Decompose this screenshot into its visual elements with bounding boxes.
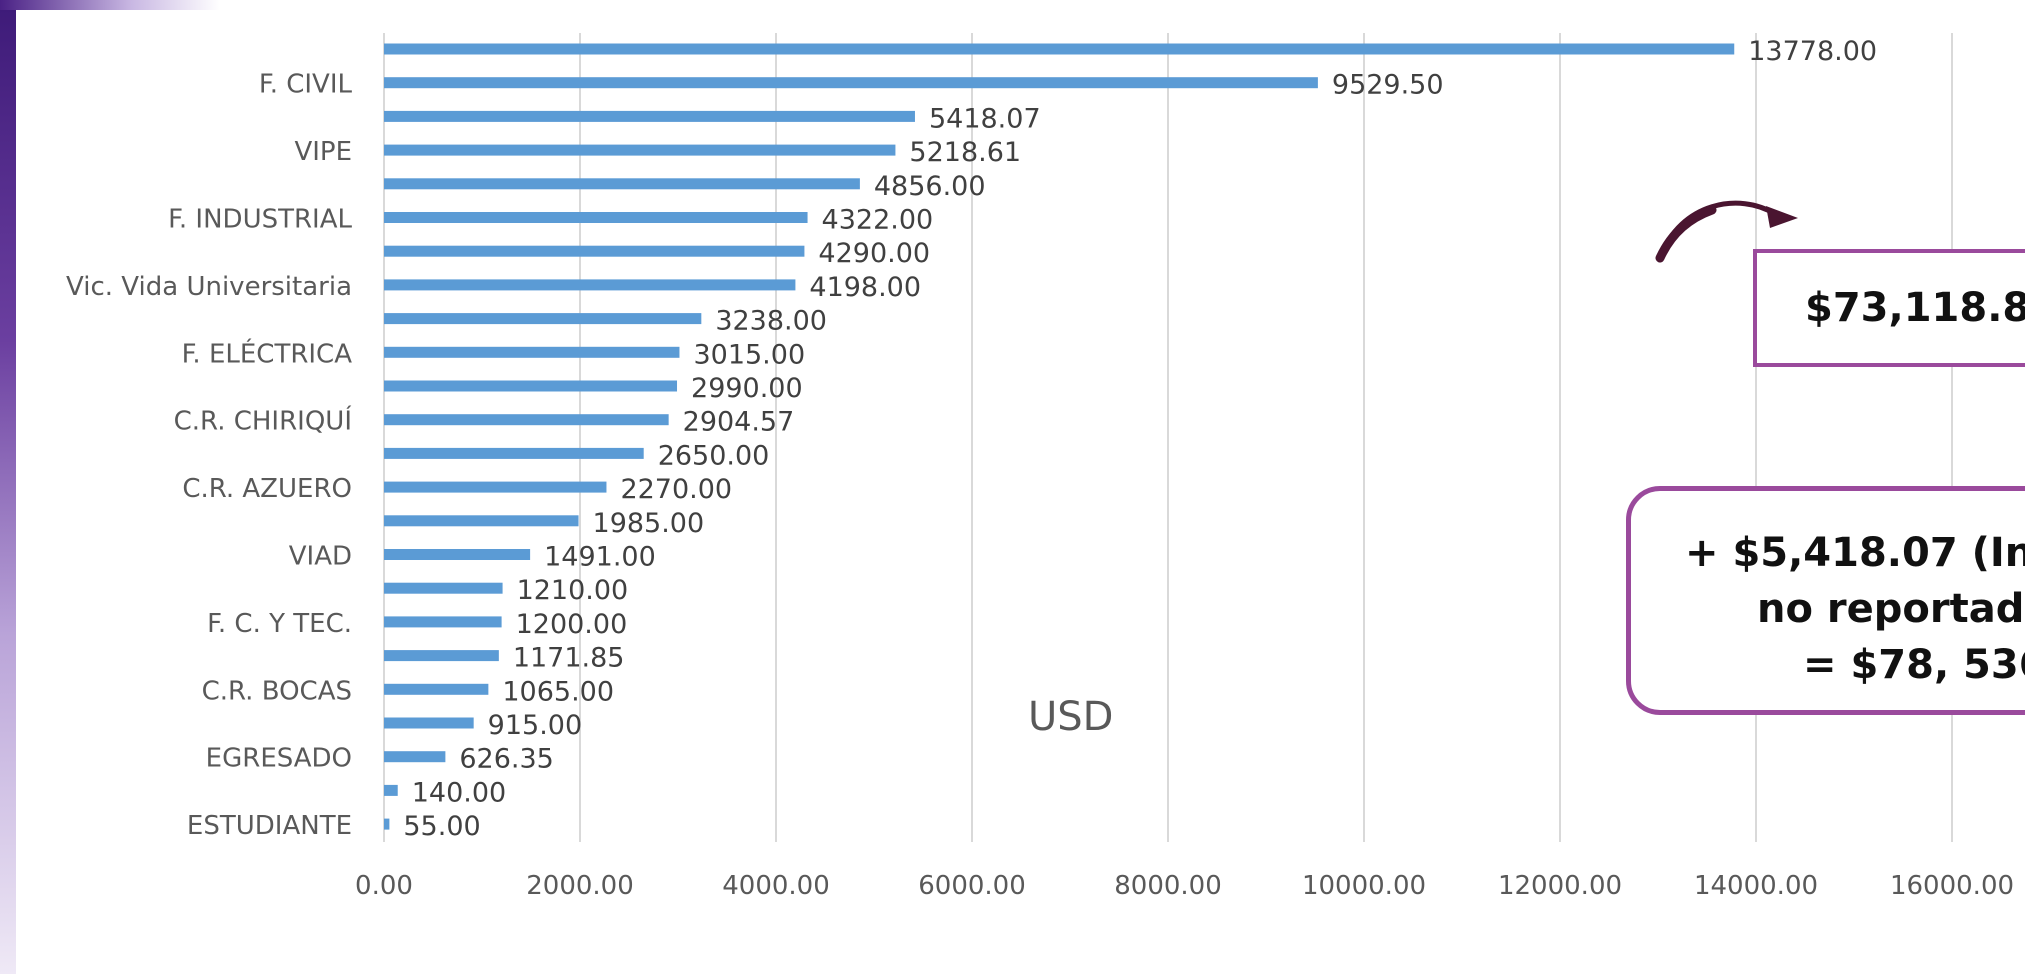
data-label: 1171.85 (513, 643, 625, 674)
extra-line-3: = $78, 536.9 (1803, 642, 2025, 688)
category-labels: F. CIVIL VIPE F. INDUSTRIAL Vic. Vida Unive… (66, 70, 352, 841)
bar (384, 683, 489, 695)
bar (384, 144, 896, 156)
data-label: 3015.00 (693, 339, 805, 370)
extra-income-callout: + $5,418.07 (Ing no reportado = $78, 536… (1626, 486, 2025, 715)
bar (384, 751, 446, 763)
data-label: 5218.61 (909, 137, 1021, 168)
data-label: 140.00 (412, 777, 506, 808)
data-label: 2270.00 (620, 474, 732, 505)
x-tick-label: 16000.00 (1890, 871, 2014, 901)
extra-line-2: no reportado (1757, 586, 2025, 632)
data-label: 1210.00 (517, 575, 629, 606)
data-label: 4290.00 (818, 238, 930, 269)
data-label: 915.00 (488, 710, 582, 741)
category-label: C.R. BOCAS (202, 676, 352, 706)
bar (384, 77, 1318, 89)
data-label: 1985.00 (593, 508, 705, 539)
bar (384, 582, 503, 594)
category-label: VIPE (294, 137, 352, 167)
x-tick-label: 2000.00 (526, 871, 634, 901)
bar (384, 447, 644, 459)
data-label: 5418.07 (929, 103, 1041, 134)
data-label: 9529.50 (1332, 70, 1444, 101)
x-tick-label: 8000.00 (1114, 871, 1222, 901)
x-tick-label: 4000.00 (722, 871, 830, 901)
bar (384, 110, 915, 122)
background-decoration-top (0, 0, 220, 10)
bar (384, 245, 805, 257)
data-label: 1200.00 (516, 609, 628, 640)
data-label: 3238.00 (715, 306, 827, 337)
category-label: F. ELÉCTRICA (182, 337, 353, 369)
category-label: C.R. CHIRIQUÍ (174, 405, 352, 437)
category-label: ESTUDIANTE (187, 811, 352, 841)
x-tick-label: 12000.00 (1498, 871, 1622, 901)
bar (384, 650, 499, 662)
bar (384, 549, 531, 560)
bar (384, 481, 607, 493)
x-tick-label: 0.00 (355, 871, 413, 901)
unit-label: USD (1028, 694, 1114, 740)
bar (384, 212, 808, 223)
bar (384, 178, 860, 190)
x-tick-label: 14000.00 (1694, 871, 1818, 901)
extra-line-1: + $5,418.07 (Ing (1685, 530, 2025, 576)
bar (384, 515, 579, 527)
curved-arrow-icon (1655, 200, 1798, 263)
data-label: 1491.00 (544, 542, 656, 573)
total-callout: $73,118.88 (1753, 249, 2025, 367)
data-label: 626.35 (459, 744, 553, 775)
background-decoration (0, 0, 16, 974)
x-tick-label: 6000.00 (918, 871, 1026, 901)
bars (384, 43, 1735, 830)
total-value: $73,118.88 (1805, 285, 2025, 331)
bar (384, 818, 390, 830)
bar (384, 346, 680, 358)
bar (384, 616, 502, 628)
bar (384, 43, 1735, 55)
data-label: 2904.57 (683, 407, 795, 438)
data-label: 4856.00 (874, 171, 986, 202)
data-label: 2990.00 (691, 373, 803, 404)
data-label: 13778.00 (1748, 36, 1877, 67)
bar (384, 414, 669, 426)
category-label: F. C. Y TEC. (207, 609, 352, 639)
data-label: 1065.00 (502, 676, 614, 707)
category-label: VIAD (289, 542, 352, 572)
bar (384, 717, 474, 729)
category-label: F. CIVIL (259, 70, 353, 100)
bar (384, 380, 678, 392)
x-axis-ticks: 0.00 2000.00 4000.00 6000.00 8000.00 10000.00… (355, 871, 2014, 901)
data-label: 2650.00 (658, 440, 770, 471)
data-labels: 13778.00 9529.50 5418.075218.614856.004322… (403, 36, 1877, 842)
data-label: 4198.00 (809, 272, 921, 303)
x-tick-label: 10000.00 (1302, 871, 1426, 901)
category-label: Vic. Vida Universitaria (66, 272, 352, 302)
bar (384, 784, 398, 796)
data-label: 55.00 (403, 811, 480, 842)
category-label: EGRESADO (206, 744, 352, 774)
bar (384, 313, 702, 325)
data-label: 4322.00 (822, 205, 934, 236)
category-label: F. INDUSTRIAL (168, 205, 352, 235)
category-label: C.R. AZUERO (182, 474, 352, 504)
bar (384, 279, 796, 291)
